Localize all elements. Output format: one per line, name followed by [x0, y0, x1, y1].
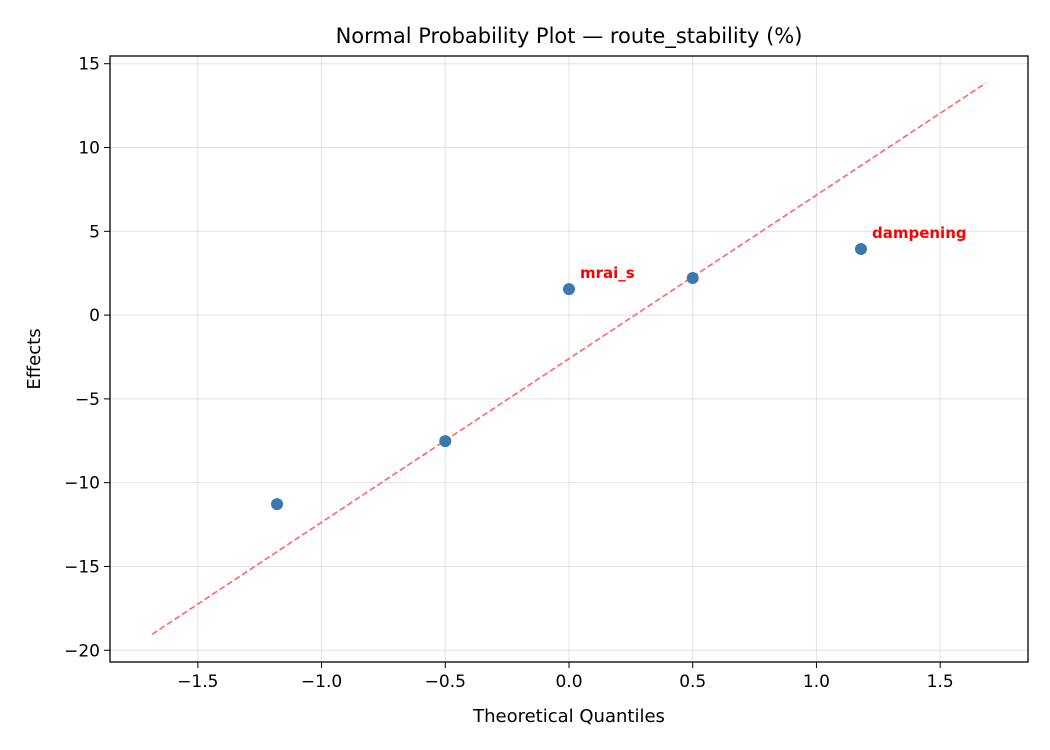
chart-title: Normal Probability Plot — route_stabilit… [336, 24, 803, 49]
x-tick-label: −0.5 [425, 672, 466, 692]
data-point [686, 272, 699, 285]
x-tick-label: 1.5 [927, 672, 954, 692]
y-tick-label: −5 [75, 390, 100, 410]
reference-line [151, 82, 987, 636]
point-label: dampening [872, 224, 967, 242]
y-tick-label: −10 [64, 474, 100, 494]
x-tick-label: −1.5 [177, 672, 218, 692]
data-point [271, 498, 284, 511]
y-tick-label: 5 [89, 222, 100, 242]
y-tick-label: 15 [78, 55, 100, 75]
y-tick-label: 10 [78, 139, 100, 159]
x-tick-label: 0.0 [555, 672, 582, 692]
x-tick-label: 1.0 [803, 672, 830, 692]
y-tick-label: −20 [64, 641, 100, 661]
x-tick-label: 0.5 [679, 672, 706, 692]
y-tick-label: 0 [89, 306, 100, 326]
data-point [854, 243, 867, 256]
y-tick-label: −15 [64, 557, 100, 577]
point-label: mrai_s [580, 264, 635, 282]
x-axis-label: Theoretical Quantiles [472, 706, 665, 727]
y-axis-label: Effects [24, 328, 45, 389]
x-tick-label: −1.0 [301, 672, 342, 692]
data-point [439, 435, 452, 448]
data-point [563, 283, 575, 296]
